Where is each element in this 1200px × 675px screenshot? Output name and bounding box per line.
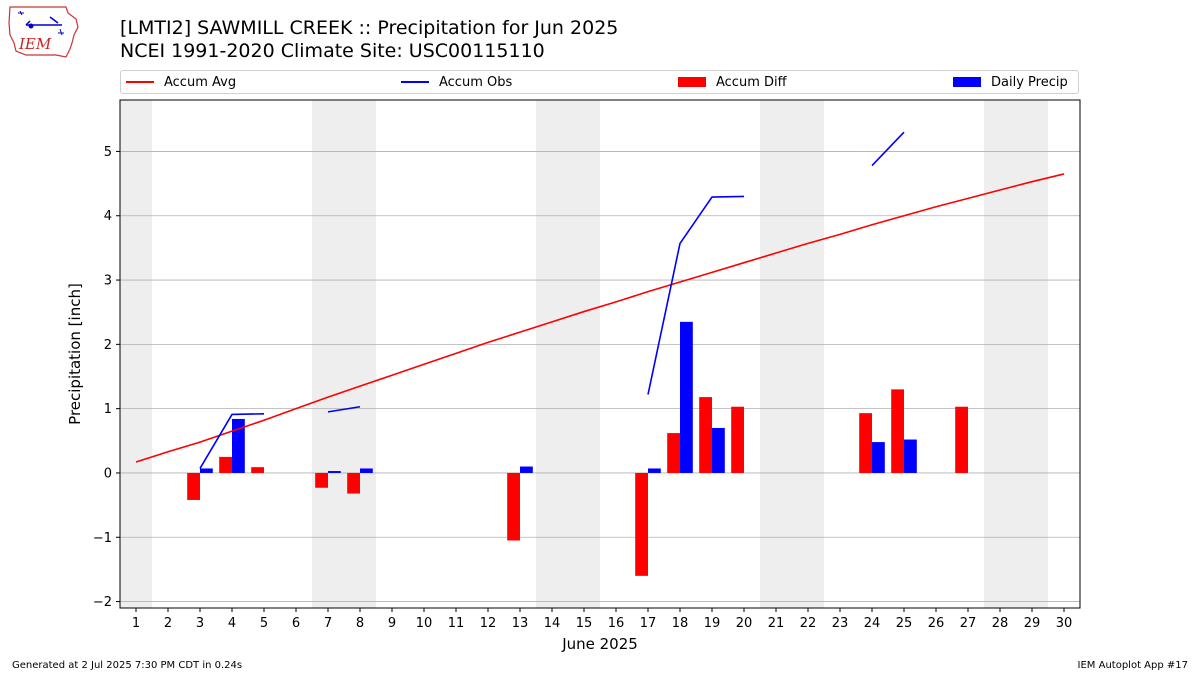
daily-precip-bar [712,427,725,473]
logo-text: IEM [18,35,52,53]
x-tick-label: 28 [992,616,1009,631]
x-tick-label: 9 [388,616,396,631]
y-tick-label: 5 [104,145,112,160]
y-tick-label: 1 [104,402,112,417]
weekend-band [568,100,600,608]
accum-diff-bar [891,389,904,473]
x-tick-label: 22 [800,616,817,631]
legend-label-accum-diff: Accum Diff [716,74,787,90]
daily-precip-bar [200,468,213,473]
y-tick-label: 2 [104,338,112,353]
weekend-band [984,100,1016,608]
chart-subtitle: NCEI 1991-2020 Climate Site: USC00115110 [120,40,545,62]
iem-logo: IEM [8,6,79,58]
accum-diff-bar [315,472,328,488]
x-tick-label: 30 [1056,616,1073,631]
weekend-band [1016,100,1048,608]
chart-title: [LMTI2] SAWMILL CREEK :: Precipitation f… [120,17,619,39]
accum-diff-bar [507,472,520,541]
x-tick-label: 26 [928,616,945,631]
accum-diff-bar [635,472,648,576]
accum-diff-bar [347,472,360,494]
accum-obs-line [647,195,745,395]
accum-diff-bar [251,467,264,473]
x-tick-label: 19 [704,616,721,631]
x-tick-label: 2 [164,616,172,631]
legend-label-accum-avg: Accum Avg [164,74,237,90]
daily-precip-bar [360,468,373,473]
x-tick-label: 25 [896,616,913,631]
legend-label-accum-obs: Accum Obs [439,74,513,90]
accum-diff-bar [859,413,872,473]
x-tick-label: 12 [480,616,497,631]
legend-item-accum-avg: Accum Avg [126,71,236,93]
x-tick-label: 24 [864,616,881,631]
legend-swatch-accum-obs [401,81,429,83]
accum-diff-bar [731,406,744,473]
x-tick-label: 10 [416,616,433,631]
y-tick-label: 0 [104,466,112,481]
weekend-band [344,100,376,608]
daily-precip-bar [872,442,885,473]
plot-frame [119,99,1081,609]
y-axis-label: Precipitation [inch] [66,283,84,425]
x-tick-label: 23 [832,616,849,631]
accum-obs-line [199,413,265,469]
x-tick-label: 1 [132,616,140,631]
x-tick-label: 16 [608,616,625,631]
daily-precip-bar [328,471,341,473]
x-tick-label: 4 [228,616,236,631]
x-tick-label: 14 [544,616,561,631]
y-tick-label: 3 [104,274,112,289]
x-tick-label: 18 [672,616,689,631]
weekend-band [760,100,792,608]
accum-obs-line [327,405,361,413]
x-tick-label: 3 [196,616,204,631]
legend-label-daily-precip: Daily Precip [991,74,1068,90]
weekend-band [792,100,824,608]
accum-diff-bar [699,397,712,473]
daily-precip-bar [648,468,661,473]
accum-diff-bar [667,433,680,473]
x-tick-label: 6 [292,616,300,631]
x-tick-label: 20 [736,616,753,631]
x-tick-label: 5 [260,616,268,631]
daily-precip-bar [904,439,917,473]
footer-generated-note: Generated at 2 Jul 2025 7:30 PM CDT in 0… [12,660,243,671]
legend-item-accum-diff: Accum Diff [678,71,787,93]
weekend-band [312,100,344,608]
weekend-band [120,100,152,608]
weekend-band [536,100,568,608]
accum-obs-line [871,131,905,167]
x-tick-label: 29 [1024,616,1041,631]
x-tick-label: 21 [768,616,785,631]
legend-swatch-accum-avg [126,81,154,83]
legend-swatch-accum-diff [678,77,706,87]
legend-item-daily-precip: Daily Precip [953,71,1068,93]
x-tick-label: 27 [960,616,977,631]
footer-app-label: IEM Autoplot App #17 [1077,660,1188,671]
x-tick-label: 11 [448,616,465,631]
x-tick-label: 7 [324,616,332,631]
y-tick-label: −1 [93,531,112,546]
accum-avg-line [135,173,1065,463]
legend-item-accum-obs: Accum Obs [401,71,512,93]
y-tick-label: 4 [104,209,112,224]
daily-precip-bar [520,466,533,473]
chart-legend: Accum Avg Accum Obs Accum Diff Daily Pre… [120,70,1079,94]
accum-diff-bar [219,456,232,473]
x-tick-label: 15 [576,616,593,631]
x-tick-label: 13 [512,616,529,631]
accum-diff-bar [955,406,968,473]
x-axis-label: June 2025 [561,635,638,653]
x-tick-label: 17 [640,616,657,631]
legend-swatch-daily-precip [953,77,981,87]
daily-precip-bar [232,418,245,473]
y-tick-label: −2 [93,595,112,610]
x-tick-label: 8 [356,616,364,631]
daily-precip-bar [680,321,693,473]
accum-diff-bar [187,472,200,500]
